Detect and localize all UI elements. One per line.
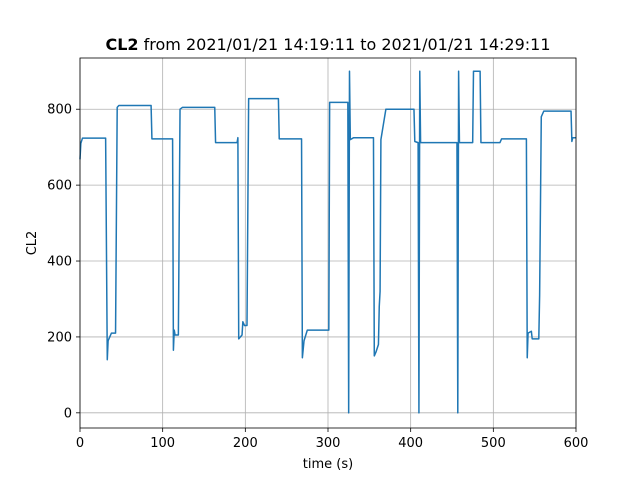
y-tick-label: 600 — [47, 179, 72, 194]
chart-title: CL2 from 2021/01/21 14:19:11 to 2021/01/… — [105, 35, 550, 54]
x-axis-label: time (s) — [303, 457, 353, 472]
x-tick-label: 100 — [150, 436, 175, 451]
x-tick-label: 500 — [481, 436, 506, 451]
y-tick-label: 0 — [64, 406, 72, 421]
chart-title-rest: from 2021/01/21 14:19:11 to 2021/01/21 1… — [139, 35, 551, 54]
chart-title-bold: CL2 — [105, 35, 138, 54]
x-tick-label: 200 — [233, 436, 258, 451]
x-tick-label: 0 — [76, 436, 84, 451]
series-line-1 — [79, 70, 576, 414]
x-tick-label: 400 — [398, 436, 423, 451]
y-axis-label: CL2 — [25, 231, 40, 256]
y-ticks: 0 200 400 600 800 — [47, 103, 80, 421]
y-tick-label: 200 — [47, 330, 72, 345]
x-ticks: 0 100 200 300 400 500 600 — [76, 428, 589, 451]
x-tick-label: 600 — [564, 436, 589, 451]
x-tick-label: 300 — [316, 436, 341, 451]
series-layer — [79, 70, 576, 414]
grid-layer — [79, 58, 577, 428]
y-tick-label: 400 — [47, 255, 72, 270]
y-tick-label: 800 — [47, 103, 72, 118]
